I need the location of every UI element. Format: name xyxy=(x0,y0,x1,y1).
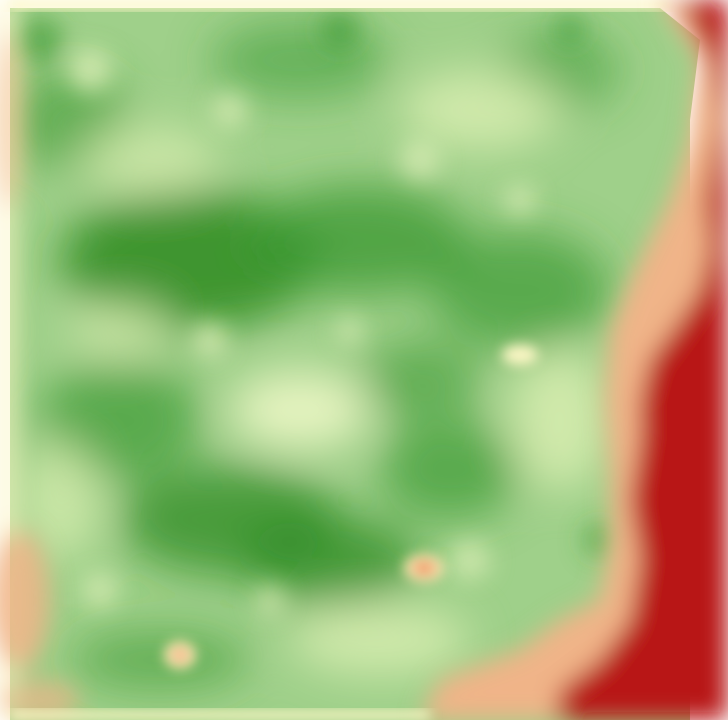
field-anomalies xyxy=(164,345,538,669)
bottom-edge-rim xyxy=(10,710,430,720)
field-texture xyxy=(10,20,620,690)
top-edge-rim xyxy=(10,0,670,10)
right-edge-low xyxy=(420,0,728,720)
